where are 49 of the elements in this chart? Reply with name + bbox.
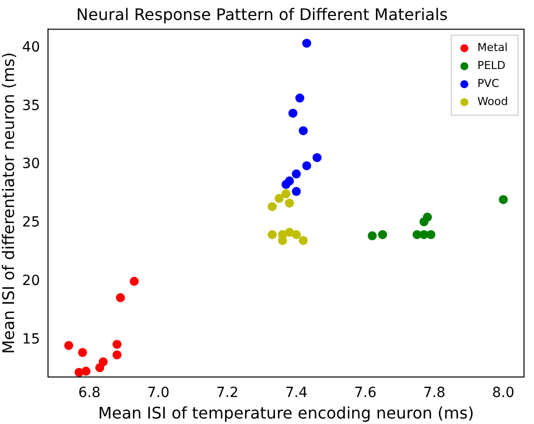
point xyxy=(292,230,301,240)
y-tick-label: 15 xyxy=(22,331,40,348)
point xyxy=(302,161,312,170)
point xyxy=(298,126,308,136)
point xyxy=(78,348,88,357)
point xyxy=(284,198,294,208)
point xyxy=(282,189,291,198)
point xyxy=(274,194,284,203)
y-tick-label: 30 xyxy=(22,156,40,172)
point xyxy=(98,357,108,366)
point xyxy=(302,38,312,48)
x-tick-label: 7.2 xyxy=(216,385,239,402)
point xyxy=(298,236,308,245)
point xyxy=(368,231,377,240)
y-axis-title: Mean ISI of differentiator neuron (ms) xyxy=(0,52,18,354)
legend-label: Wood xyxy=(477,95,508,108)
point xyxy=(112,350,122,360)
point xyxy=(312,153,322,162)
legend-label: PELD xyxy=(477,59,506,72)
point xyxy=(64,340,74,350)
point xyxy=(288,108,298,118)
point xyxy=(116,293,125,302)
y-tick-label: 25 xyxy=(22,214,40,231)
point xyxy=(498,195,508,204)
point xyxy=(295,94,304,103)
point xyxy=(81,366,90,376)
y-tick-label: 35 xyxy=(22,98,40,114)
x-tick-label: 7.0 xyxy=(147,385,170,402)
point xyxy=(268,230,277,240)
x-axis-title: Mean ISI of temperature encoding neuron (ms) xyxy=(98,404,474,423)
point xyxy=(130,276,139,286)
legend-label: Metal xyxy=(477,41,508,54)
point xyxy=(112,340,122,349)
legend-label: PVC xyxy=(477,77,500,90)
x-tick-label: 6.8 xyxy=(78,385,101,402)
y-tick-label: 40 xyxy=(22,40,40,56)
chart-title: Neural Response Pattern of Different Materials xyxy=(76,4,448,24)
x-tick-label: 7.8 xyxy=(423,385,446,402)
point xyxy=(422,212,432,222)
point xyxy=(426,230,436,240)
point xyxy=(292,186,301,196)
x-tick-label: 7.4 xyxy=(285,385,308,402)
point xyxy=(292,169,301,178)
x-tick-label: 8.0 xyxy=(492,385,514,402)
point xyxy=(268,202,277,212)
point xyxy=(282,180,291,189)
point xyxy=(378,230,388,240)
x-tick-label: 7.6 xyxy=(354,385,377,402)
y-tick-label: 20 xyxy=(22,272,40,289)
